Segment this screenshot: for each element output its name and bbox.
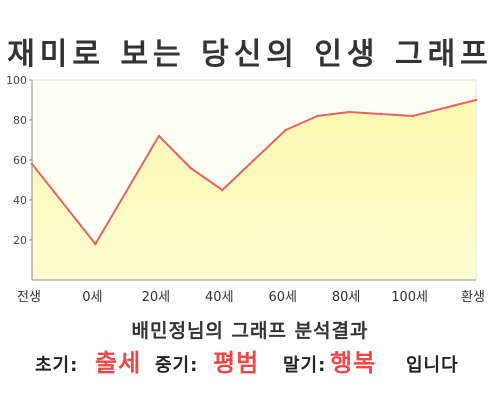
x-tick-label: 환생 [461, 290, 485, 305]
page-title: 재미로 보는 당신의 인생 그래프 [7, 37, 493, 72]
data-point [252, 158, 256, 162]
data-point [189, 166, 192, 170]
x-tick-labels: 전생 0세 20세 40세 60세 80세 100세 환생 [17, 290, 485, 305]
data-point [379, 112, 383, 116]
life-graph-chart: 20 40 60 80 100 전생 0세 20세 40세 60세 80세 100세 환생 [6, 74, 485, 305]
y-tick-label: 20 [13, 234, 27, 247]
y-tick-label: 60 [13, 154, 27, 167]
data-point [157, 134, 161, 138]
x-tick-label: 80세 [332, 290, 361, 305]
x-tick-label: 0세 [82, 290, 102, 305]
data-point [347, 110, 351, 114]
x-tick-label: 전생 [17, 290, 41, 305]
x-tick-label: 60세 [268, 290, 297, 305]
y-tick-labels: 20 40 60 80 100 [6, 74, 32, 247]
late-value: 행복 [330, 349, 377, 377]
result-ending: 입니다 [406, 355, 459, 376]
data-points [30, 98, 478, 246]
data-point [474, 98, 478, 102]
data-point [316, 114, 319, 118]
late-label: 말기: [283, 355, 327, 376]
data-point [221, 188, 224, 192]
early-value: 출세 [95, 349, 142, 377]
data-point [443, 106, 446, 110]
data-point [411, 114, 414, 118]
series-area [32, 100, 476, 280]
x-tick-label: 20세 [142, 290, 171, 305]
y-tick-label: 80 [13, 114, 27, 127]
data-point [284, 128, 288, 132]
y-tick-label: 100 [6, 74, 27, 87]
mid-value: 평범 [213, 349, 260, 377]
result-heading: 배민정님의 그래프 분석결과 [131, 320, 369, 342]
x-tick-label: 40세 [205, 290, 234, 305]
early-label: 초기: [35, 355, 79, 376]
y-tick-label: 40 [13, 194, 27, 207]
data-point [94, 242, 97, 246]
x-tick-label: 100세 [391, 290, 428, 305]
mid-label: 중기: [155, 355, 199, 376]
